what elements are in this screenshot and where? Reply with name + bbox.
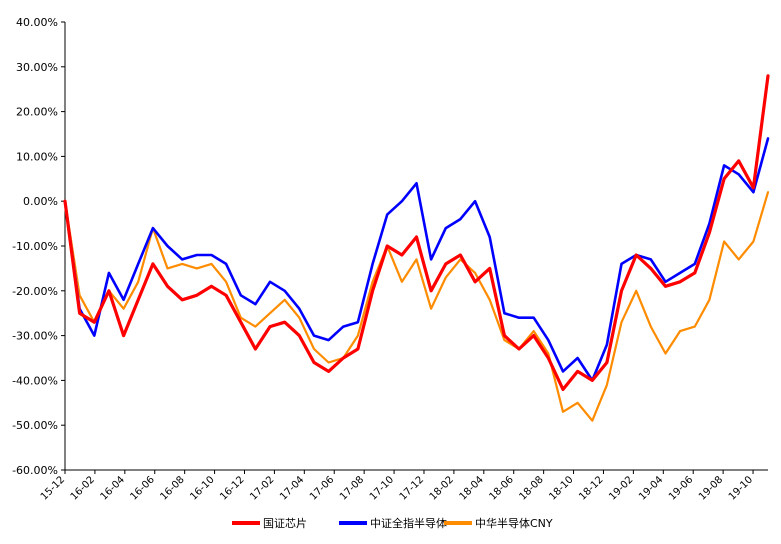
- y-axis: 40.00% 30.00% 20.00% 10.00% 0.00% -10.00% -20.…: [12, 16, 66, 477]
- series-line-3: [63, 191, 770, 422]
- x-axis: 15-12 16-02 16-04 16-06 16-08 16-10 16-12 17-02…: [39, 469, 768, 503]
- x-tick-label: 16-10: [188, 474, 216, 502]
- x-tick-label: 16-06: [129, 474, 157, 502]
- y-tick-label: -60.00%: [12, 464, 58, 477]
- x-tick-label: 17-12: [398, 474, 426, 502]
- x-tick-label: 17-10: [368, 474, 396, 502]
- x-tick-label: 19-06: [667, 474, 695, 502]
- x-tick-label: 19-08: [697, 474, 725, 502]
- x-tick-label: 16-08: [158, 474, 186, 502]
- x-tick-label: 18-10: [547, 474, 575, 502]
- x-tick-label: 16-12: [218, 474, 246, 502]
- x-tick-label: 17-08: [338, 474, 366, 502]
- y-tick-label: 0.00%: [23, 195, 58, 208]
- y-tick-label: -10.00%: [12, 240, 58, 253]
- y-tick-label: 40.00%: [16, 16, 58, 29]
- x-tick-label: 15-12: [39, 474, 67, 502]
- series-layer: [63, 74, 770, 422]
- series-line-2: [63, 137, 770, 382]
- y-tick-label: 30.00%: [16, 61, 58, 74]
- x-tick-label: 18-12: [577, 474, 605, 502]
- y-tick-label: -20.00%: [12, 285, 58, 298]
- y-tick-label: -40.00%: [12, 374, 58, 387]
- x-tick-label: 17-06: [308, 474, 336, 502]
- legend-label: 国证芯片: [263, 516, 307, 530]
- x-tick-label: 18-04: [458, 474, 486, 502]
- x-tick-label: 18-02: [428, 474, 456, 502]
- x-tick-label: 18-06: [488, 474, 516, 502]
- x-tick-label: 16-04: [99, 474, 127, 502]
- y-tick-label: 10.00%: [16, 150, 58, 163]
- x-tick-label: 19-10: [727, 474, 755, 502]
- x-tick-label: 19-02: [607, 474, 635, 502]
- x-tick-label: 19-04: [637, 474, 665, 502]
- x-tick-label: 17-02: [248, 474, 276, 502]
- x-tick-label: 16-02: [69, 474, 97, 502]
- legend-label: 中华半导体CNY: [475, 516, 553, 530]
- y-tick-label: -50.00%: [12, 419, 58, 432]
- x-tick-label: 18-08: [517, 474, 545, 502]
- series-line-1: [63, 74, 770, 391]
- y-tick-label: 20.00%: [16, 106, 58, 119]
- legend-label: 中证全指半导体: [370, 516, 447, 530]
- x-tick-label: 17-04: [278, 474, 306, 502]
- legend: 国证芯片 中证全指半导体 中华半导体CNY: [232, 516, 553, 530]
- y-tick-label: -30.00%: [12, 330, 58, 343]
